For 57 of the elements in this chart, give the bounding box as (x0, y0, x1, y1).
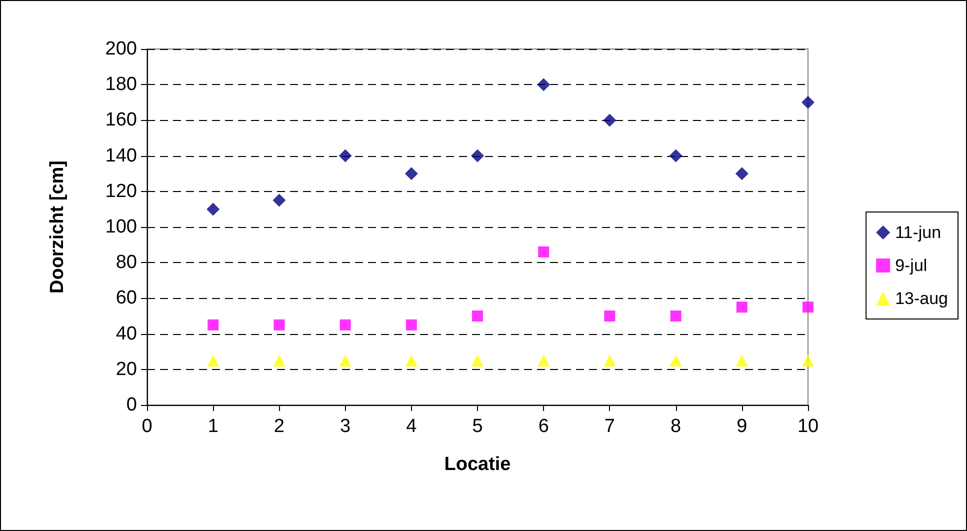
point (802, 302, 814, 313)
point (406, 319, 417, 330)
point (472, 310, 483, 322)
point (736, 354, 748, 366)
y-tick-label: 160 (105, 110, 137, 131)
x-tick-label: 8 (670, 416, 682, 437)
x-tick-label: 7 (604, 416, 615, 437)
point (538, 354, 550, 366)
y-tick-label: 20 (116, 358, 137, 380)
x-tick-label: 10 (797, 416, 819, 437)
y-tick-label: 60 (116, 288, 137, 309)
point (206, 202, 220, 216)
x-tick-label: 0 (142, 416, 152, 437)
point (670, 310, 682, 322)
x-tick-label: 2 (274, 416, 284, 437)
x-tick-label: 6 (538, 416, 549, 437)
point (604, 354, 616, 366)
legend-label: 13-aug (895, 289, 948, 308)
point (339, 354, 352, 366)
x-tick-label: 5 (472, 416, 483, 437)
y-tick-label: 100 (105, 216, 137, 238)
point (604, 310, 616, 322)
x-tick-label: 1 (208, 416, 218, 437)
point (802, 96, 814, 109)
x-axis-title: Locatie (444, 454, 511, 475)
point (338, 149, 352, 162)
point (802, 354, 814, 366)
point (273, 354, 286, 366)
point (736, 302, 748, 313)
x-tick-label: 9 (736, 416, 748, 437)
x-tick-label: 3 (340, 416, 351, 437)
point (340, 319, 351, 330)
point (274, 319, 285, 330)
y-tick-label: 40 (116, 323, 137, 344)
y-tick-label: 140 (105, 145, 137, 166)
point (404, 167, 418, 180)
x-tick-label: 4 (406, 416, 418, 437)
point (735, 167, 748, 180)
point (537, 78, 550, 92)
y-tick-label: 80 (116, 252, 137, 274)
legend-label: 9-jul (895, 256, 928, 275)
y-axis-title: Doorzicht [cm] (47, 160, 68, 294)
point (208, 319, 219, 330)
point (670, 354, 682, 366)
point (472, 354, 484, 366)
y-tick-label: 0 (126, 394, 137, 416)
y-tick-label: 180 (105, 74, 137, 96)
y-tick-label: 120 (105, 180, 137, 202)
point (405, 354, 418, 366)
point (272, 194, 286, 207)
point (207, 354, 220, 366)
y-tick-label: 200 (105, 38, 137, 60)
legend-label: 11-jun (895, 223, 942, 242)
point (603, 114, 616, 127)
point (669, 149, 682, 162)
point (471, 149, 484, 162)
point (538, 246, 550, 258)
